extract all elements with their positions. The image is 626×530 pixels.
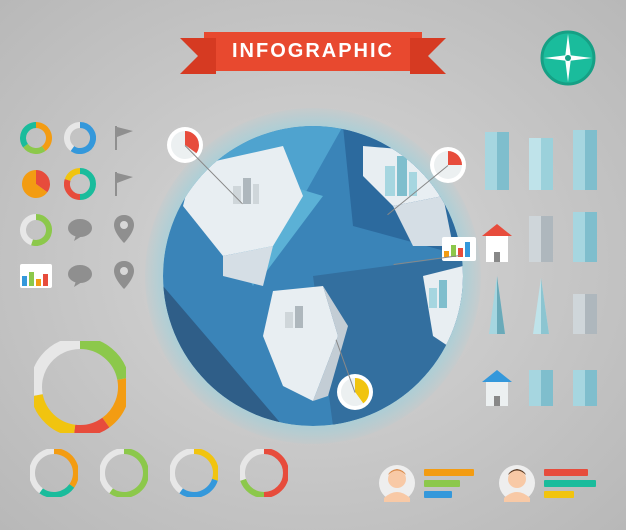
mini-pin-icon — [106, 212, 142, 248]
mini-pin-icon — [106, 258, 142, 294]
avatar-male — [498, 464, 596, 502]
mini-flag-icon — [106, 120, 142, 156]
mini-bubble-icon — [62, 212, 98, 248]
mini-bubble-icon — [62, 258, 98, 294]
mini-donut-icon — [62, 166, 98, 202]
small-donut-chart — [170, 449, 218, 502]
small-donut-chart — [100, 449, 148, 502]
building-spire-icon — [478, 274, 516, 334]
building-tower-icon — [522, 346, 560, 406]
mini-pie-icon — [18, 166, 54, 202]
building-tower-icon — [522, 202, 560, 262]
avatar-stats — [378, 464, 596, 502]
mini-donut-icon — [18, 120, 54, 156]
mini-barchart-icon — [18, 258, 54, 294]
small-donut-chart — [240, 449, 288, 502]
buildings-grid — [478, 130, 608, 406]
building-tower-icon — [566, 130, 604, 190]
globe — [163, 126, 463, 426]
title-text: INFOGRAPHIC — [204, 32, 422, 71]
building-house-icon — [478, 202, 516, 262]
building-tower-icon — [522, 130, 560, 190]
left-icon-grid — [18, 120, 148, 294]
building-tower-icon — [566, 202, 604, 262]
small-donut-chart — [30, 449, 78, 502]
callout-asia-pie — [430, 147, 466, 188]
mini-donut-icon — [18, 212, 54, 248]
building-tower-icon — [566, 346, 604, 406]
compass-icon — [540, 30, 596, 91]
mini-donut-icon — [62, 120, 98, 156]
avatar-female — [378, 464, 474, 502]
bottom-donut-row — [30, 449, 288, 502]
title-banner: INFOGRAPHIC — [204, 32, 422, 71]
callout-na-pie — [167, 127, 203, 168]
building-tower-icon — [478, 130, 516, 190]
building-tower-icon — [566, 274, 604, 334]
building-house-icon — [478, 346, 516, 406]
callout-sa-pie — [337, 374, 373, 415]
building-spire-icon — [522, 274, 560, 334]
large-donut-chart — [34, 341, 126, 438]
mini-flag-icon — [106, 166, 142, 202]
